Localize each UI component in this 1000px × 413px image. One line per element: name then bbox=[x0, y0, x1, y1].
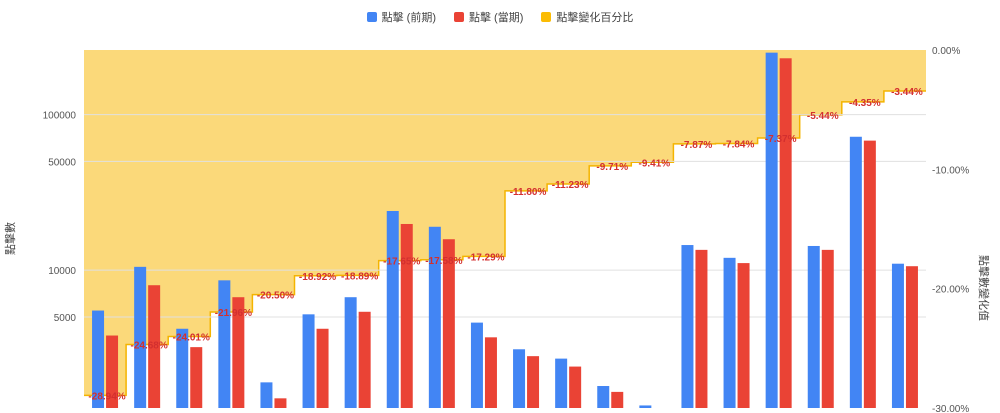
change-data-label: -11.80% bbox=[510, 187, 547, 198]
bar-current bbox=[821, 249, 834, 408]
change-data-label: -4.35% bbox=[849, 98, 881, 109]
change-step-line bbox=[84, 90, 926, 397]
bar-previous bbox=[386, 210, 399, 408]
change-data-label: -11.23% bbox=[552, 180, 589, 191]
bar-previous bbox=[597, 386, 610, 408]
right-tick-label: 0.00% bbox=[932, 46, 960, 57]
bar-previous bbox=[134, 266, 147, 408]
bar-current bbox=[905, 266, 918, 408]
change-data-label: -9.71% bbox=[596, 162, 628, 173]
bar-previous bbox=[555, 358, 568, 408]
bar-previous bbox=[260, 382, 273, 408]
left-tick-label: 10000 bbox=[48, 266, 76, 277]
bar-current bbox=[190, 347, 203, 408]
legend-label-change: 點擊變化百分比 bbox=[556, 12, 634, 24]
left-tick-label: 100000 bbox=[43, 111, 77, 122]
change-data-label: -18.89% bbox=[341, 271, 378, 282]
bar-previous bbox=[891, 263, 904, 408]
legend-label-current: 點擊 (當期) bbox=[469, 12, 524, 24]
legend-swatch-change bbox=[541, 12, 552, 22]
bar-previous bbox=[513, 349, 526, 408]
bar-current bbox=[274, 398, 287, 408]
right-tick-label: -20.00% bbox=[932, 285, 969, 296]
bar-current bbox=[232, 297, 245, 408]
bar-current bbox=[484, 337, 497, 408]
legend-item-previous-clicks[interactable]: 點擊 (前期) bbox=[366, 9, 436, 25]
change-data-label: -28.94% bbox=[88, 391, 125, 402]
change-data-label: -18.92% bbox=[299, 272, 336, 283]
change-data-label: -9.41% bbox=[639, 158, 671, 169]
bar-previous bbox=[302, 314, 315, 408]
bar-previous bbox=[807, 245, 820, 408]
bar-current bbox=[611, 391, 624, 408]
change-data-label: -17.29% bbox=[467, 252, 504, 263]
bar-current bbox=[695, 249, 708, 408]
change-data-label: -17.65% bbox=[383, 257, 420, 268]
right-tick-label: -30.00% bbox=[932, 404, 969, 413]
bar-current bbox=[400, 223, 413, 408]
legend-item-change-percent[interactable]: 點擊變化百分比 bbox=[541, 9, 633, 25]
bar-current bbox=[106, 335, 119, 408]
change-data-label: -7.84% bbox=[723, 140, 755, 151]
bar-current bbox=[737, 263, 750, 408]
legend-swatch-current bbox=[454, 12, 464, 22]
bar-current bbox=[569, 366, 582, 408]
change-data-label: -5.44% bbox=[807, 111, 839, 122]
bar-previous bbox=[470, 322, 483, 408]
legend-swatch-previous bbox=[366, 12, 377, 22]
bar-previous bbox=[681, 245, 694, 408]
bar-previous bbox=[639, 405, 652, 408]
change-data-label: -17.58% bbox=[425, 256, 462, 267]
bar-current bbox=[148, 285, 161, 408]
left-tick-label: 50000 bbox=[48, 157, 76, 168]
chart-legend: 點擊 (前期) 點擊 (當期) 點擊變化百分比 bbox=[0, 9, 1000, 25]
bar-current bbox=[442, 239, 455, 408]
change-data-label: -24.01% bbox=[173, 333, 210, 344]
bar-previous bbox=[344, 297, 357, 408]
change-data-label: -3.44% bbox=[891, 87, 923, 98]
left-tick-label: 5000 bbox=[54, 313, 77, 324]
bar-previous bbox=[723, 257, 736, 408]
change-data-label: -7.87% bbox=[681, 140, 713, 151]
change-data-label: -24.68% bbox=[131, 341, 168, 352]
bar-current bbox=[358, 311, 371, 408]
bar-previous bbox=[849, 136, 862, 408]
bar-current bbox=[527, 356, 540, 408]
change-data-label: -7.37% bbox=[765, 134, 797, 145]
bar-previous bbox=[92, 310, 105, 408]
legend-label-previous: 點擊 (前期) bbox=[381, 12, 436, 24]
bar-previous bbox=[218, 280, 231, 408]
bar-previous bbox=[765, 52, 778, 409]
change-data-label: -20.50% bbox=[257, 291, 294, 302]
legend-item-current-clicks[interactable]: 點擊 (當期) bbox=[454, 9, 523, 25]
bar-previous bbox=[428, 226, 441, 408]
right-tick-label: -10.00% bbox=[932, 165, 969, 176]
change-data-label: -21.96% bbox=[215, 308, 252, 319]
bar-current bbox=[863, 140, 876, 408]
bar-current bbox=[779, 58, 792, 409]
bar-previous bbox=[176, 328, 189, 408]
bar-current bbox=[316, 328, 329, 408]
